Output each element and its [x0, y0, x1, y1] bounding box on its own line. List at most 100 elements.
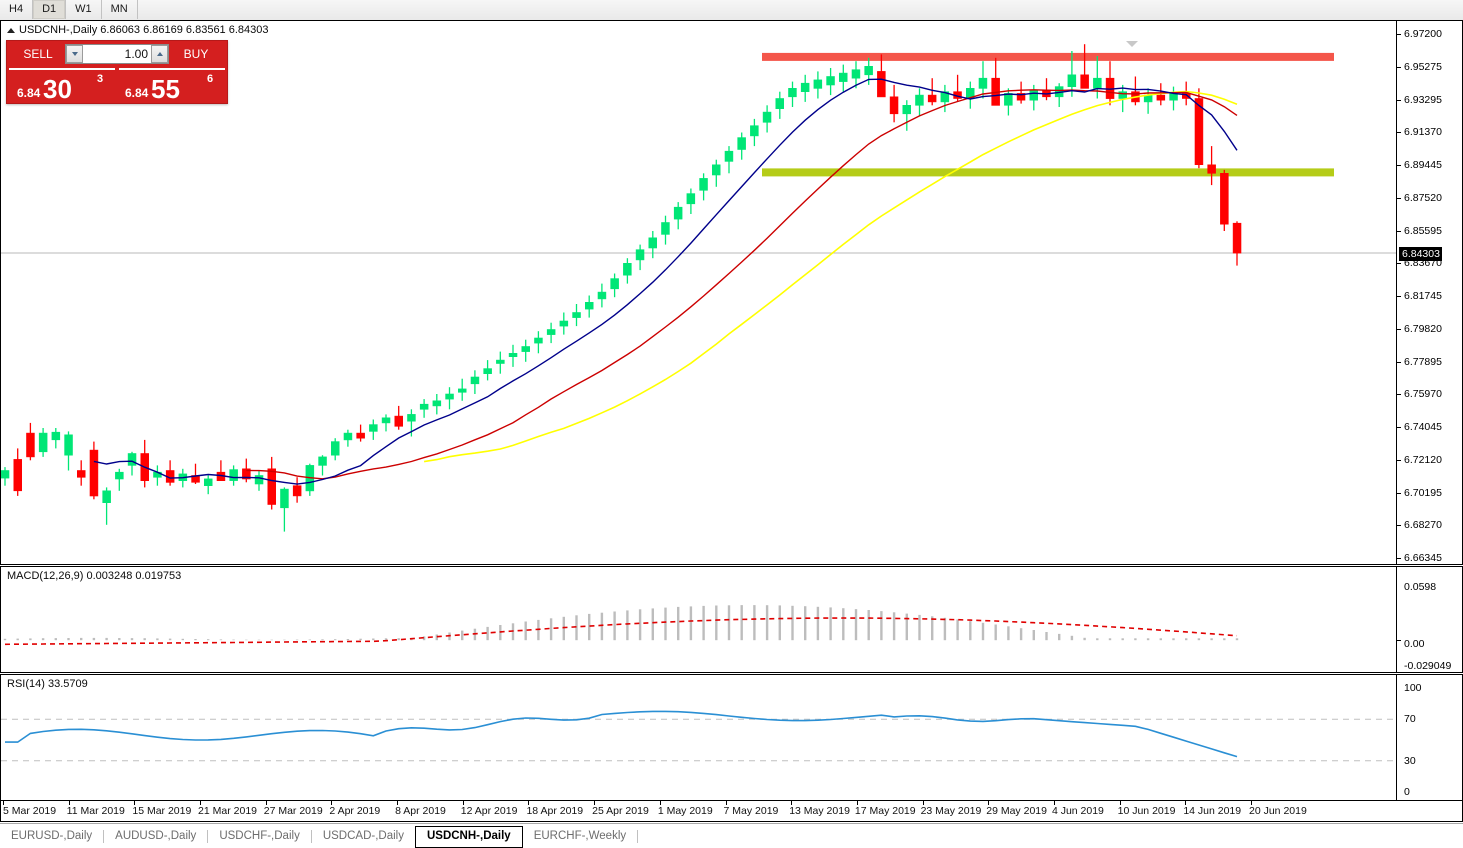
date-tick [1185, 801, 1186, 805]
rsi-svg [1, 710, 1397, 762]
price-tick [1397, 132, 1401, 134]
price-tick-label: 6.85595 [1404, 224, 1442, 237]
date-tick-label: 11 Mar 2019 [66, 805, 125, 817]
date-tick [791, 801, 792, 805]
buy-price-prefix: 6.84 [125, 86, 149, 100]
date-tick-label: 8 Apr 2019 [395, 805, 446, 817]
date-tick-label: 27 Mar 2019 [263, 805, 323, 817]
macd-tick [1397, 640, 1401, 642]
date-tick-label: 7 May 2019 [723, 805, 779, 817]
date-tick-label: 2 Apr 2019 [329, 805, 381, 817]
price-tick-label: 6.95275 [1404, 60, 1442, 73]
date-tick [200, 801, 201, 805]
price-tick-label: 6.93295 [1404, 93, 1442, 106]
collapse-triangle-icon[interactable] [7, 28, 15, 33]
buy-price-main: 55 [151, 74, 180, 104]
price-plot[interactable] [1, 21, 1397, 564]
macd-panel[interactable]: MACD(12,26,9) 0.003248 0.019753 0.0598 0.… [0, 566, 1463, 673]
date-tick [463, 801, 464, 805]
date-tick [528, 801, 529, 805]
price-tick-label: 6.75970 [1404, 388, 1442, 401]
timeframe-w1[interactable]: W1 [66, 0, 102, 19]
timeframe-toolbar: H4 D1 W1 MN [0, 0, 1463, 21]
price-tick-label: 6.72120 [1404, 453, 1442, 466]
macd-label: MACD(12,26,9) 0.003248 0.019753 [7, 570, 182, 582]
date-tick-label: 13 May 2019 [789, 805, 850, 817]
date-axis[interactable]: 5 Mar 2019 11 Mar 2019 15 Mar 2019 21 Mar 2… [0, 801, 1463, 822]
tab-separator [637, 830, 639, 843]
date-tick [1120, 801, 1121, 805]
date-tick [134, 801, 135, 805]
date-tick-label: 14 Jun 2019 [1183, 805, 1242, 817]
price-tick-label: 6.66345 [1404, 552, 1442, 564]
price-tick [1397, 230, 1401, 232]
volume-increase-button[interactable] [151, 45, 168, 63]
timeframe-mn[interactable]: MN [102, 0, 138, 19]
price-panel[interactable]: USDCNH-,Daily 6.86063 6.86169 6.83561 6.… [0, 20, 1463, 565]
volume-value[interactable]: 1.00 [124, 47, 148, 61]
date-tick [1054, 801, 1055, 805]
chart-symbol-ohlc-label: USDCNH-,Daily 6.86063 6.86169 6.83561 6.… [19, 24, 269, 36]
price-tick [1397, 459, 1401, 461]
chart-tab-usdchf-daily[interactable]: USDCHF-,Daily [219, 830, 300, 842]
price-tick [1397, 394, 1401, 396]
date-tick-label: 15 Mar 2019 [132, 805, 192, 817]
volume-stepper[interactable]: 1.00 [65, 44, 169, 64]
rsi-panel[interactable]: RSI(14) 33.5709 100 70 30 0 [0, 674, 1463, 801]
price-tick [1397, 165, 1401, 166]
chart-area: USDCNH-,Daily 6.86063 6.86169 6.83561 6.… [0, 20, 1463, 822]
macd-tick-label: -0.029049 [1404, 660, 1452, 672]
buy-price-quote[interactable]: 6.84 55 6 [119, 68, 225, 103]
timeframe-h4[interactable]: H4 [0, 0, 34, 19]
volume-decrease-button[interactable] [66, 45, 83, 63]
chart-tab-bar[interactable]: EURUSD-,Daily AUDUSD-,Daily USDCHF-,Daily U… [0, 823, 1463, 848]
date-tick-label: 5 Mar 2019 [3, 805, 57, 817]
rsi-tick-label: 100 [1404, 682, 1422, 694]
date-tick [3, 801, 4, 805]
chart-tab-audusd-daily[interactable]: AUDUSD-,Daily [115, 830, 197, 842]
trade-controls-row: SELL 1.00 BUY [7, 41, 227, 66]
sell-price-prefix: 6.84 [17, 86, 41, 100]
chart-tab-eurchf-weekly[interactable]: EURCHF-,Weekly [533, 830, 627, 842]
chart-tab-usdcnh-daily[interactable]: USDCNH-,Daily [414, 826, 523, 848]
chart-tab-eurusd-daily[interactable]: EURUSD-,Daily [11, 830, 93, 842]
price-tick-label: 6.87520 [1404, 191, 1442, 204]
date-tick-label: 17 May 2019 [854, 805, 916, 817]
timeframe-d1[interactable]: D1 [33, 0, 67, 19]
price-tick-label: 6.70195 [1404, 486, 1442, 499]
sell-price-main: 30 [43, 74, 72, 104]
date-tick-label: 29 May 2019 [986, 805, 1047, 817]
chevron-up-icon [156, 52, 163, 56]
price-tick [1397, 296, 1401, 297]
price-tick-label: 6.81745 [1404, 290, 1442, 302]
price-tick [1397, 558, 1401, 559]
price-tick-label: 6.68270 [1404, 519, 1442, 532]
chart-tab-usdcad-daily[interactable]: USDCAD-,Daily [322, 830, 404, 842]
date-tick-label: 21 Mar 2019 [198, 805, 258, 817]
date-tick [726, 801, 727, 805]
price-axis[interactable]: 6.97200 6.95275 6.93295 6.91370 6.89445 6.875… [1396, 21, 1462, 564]
sell-price-fraction: 3 [97, 73, 104, 85]
chevron-down-icon [71, 52, 78, 56]
date-tick [266, 801, 267, 805]
price-tick-label: 6.74045 [1404, 421, 1442, 433]
date-tick-label: 23 May 2019 [920, 805, 982, 817]
buy-button[interactable]: BUY [183, 47, 209, 61]
tab-separator [103, 830, 105, 843]
chart-top-marker-icon [1126, 41, 1138, 47]
price-tick [1397, 427, 1401, 428]
macd-axis: 0.0598 0.00 -0.029049 [1396, 567, 1462, 672]
rsi-label: RSI(14) 33.5709 [7, 678, 88, 690]
rsi-tick-label: 30 [1404, 754, 1416, 767]
one-click-trading-panel[interactable]: SELL 1.00 BUY 6.84 30 3 6.84 55 6 [6, 40, 228, 104]
price-tick [1397, 66, 1401, 68]
buy-price-fraction: 6 [207, 73, 214, 85]
price-tick-label: 6.97200 [1404, 28, 1442, 40]
macd-plot [1, 567, 1397, 672]
date-tick [594, 801, 595, 805]
sell-price-quote[interactable]: 6.84 30 3 [9, 68, 115, 103]
price-tick-label: 6.83670 [1404, 257, 1442, 270]
sell-button[interactable]: SELL [23, 47, 53, 61]
date-tick-label: 4 Jun 2019 [1051, 805, 1104, 817]
